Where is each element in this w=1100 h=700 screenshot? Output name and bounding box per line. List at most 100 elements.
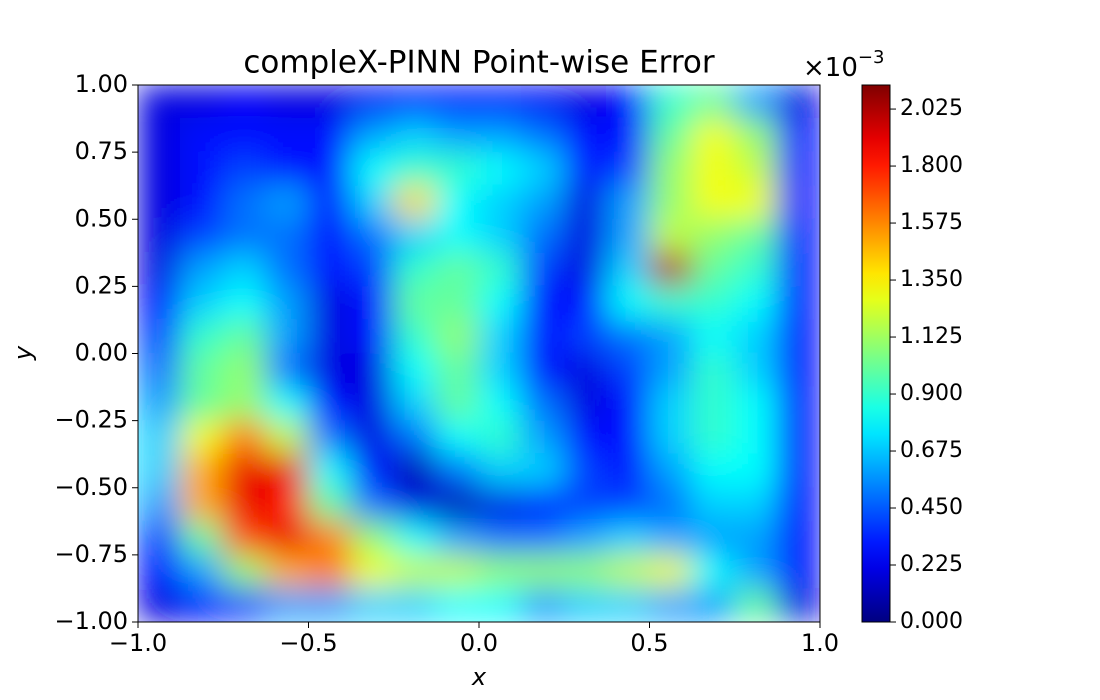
heat-cell — [308, 252, 352, 287]
heat-cell — [478, 118, 523, 153]
heat-cell — [138, 185, 182, 220]
heat-cell — [649, 285, 693, 321]
heat-cell — [563, 587, 608, 622]
heat-cell — [734, 386, 778, 422]
heat-cell — [563, 85, 608, 120]
heat-cell — [563, 285, 608, 321]
heat-cell — [691, 151, 736, 187]
heat-cell — [435, 319, 480, 354]
heat-cell — [521, 587, 565, 622]
heat-cell — [265, 353, 309, 388]
heat-cell — [563, 487, 608, 522]
heat-cell — [393, 587, 437, 622]
x-axis-label: x — [471, 663, 487, 691]
heat-cell — [222, 487, 267, 522]
colorbar-offset: ×10−3 — [803, 47, 884, 83]
heat-cell — [606, 185, 650, 220]
heat-cell — [308, 353, 352, 388]
heat-cell — [180, 118, 224, 153]
heat-cell — [478, 554, 523, 589]
heat-cell — [734, 319, 778, 354]
heat-cell — [222, 420, 267, 455]
heat-cell — [350, 319, 395, 354]
y-tick-label: −0.50 — [54, 473, 128, 501]
heat-cell — [180, 85, 224, 120]
heat-cell — [478, 453, 523, 489]
heat-cell — [776, 151, 820, 187]
heat-cell — [606, 487, 650, 522]
heat-cell — [350, 151, 395, 187]
heat-cell — [308, 185, 352, 220]
heat-cell — [606, 453, 650, 489]
heat-cell — [350, 386, 395, 422]
heat-cell — [734, 520, 778, 556]
heat-cell — [180, 420, 224, 455]
heat-cell — [350, 85, 395, 120]
heat-cell — [734, 420, 778, 455]
heat-cell — [734, 118, 778, 153]
heat-cell — [222, 587, 267, 622]
colorbar-tick-label: 1.575 — [900, 210, 963, 235]
heat-cell — [776, 487, 820, 522]
heat-cell — [649, 386, 693, 422]
heat-cell — [435, 218, 480, 254]
heat-cell — [435, 285, 480, 321]
y-tick-label: −0.25 — [54, 406, 128, 434]
heat-cell — [308, 520, 352, 556]
heat-cell — [222, 319, 267, 354]
heat-cell — [222, 353, 267, 388]
heat-cell — [393, 118, 437, 153]
heat-cell — [180, 151, 224, 187]
heat-cell — [478, 487, 523, 522]
heat-cell — [734, 151, 778, 187]
heat-cell — [222, 386, 267, 422]
heat-cell — [350, 487, 395, 522]
heat-cell — [180, 554, 224, 589]
x-tick-label: −0.5 — [279, 629, 337, 657]
heat-cell — [265, 85, 309, 120]
heat-cell — [393, 520, 437, 556]
heat-cell — [734, 185, 778, 220]
heat-cell — [776, 252, 820, 287]
heat-cell — [691, 353, 736, 388]
heat-cell — [606, 587, 650, 622]
heat-cell — [734, 252, 778, 287]
offset-exponent: −3 — [858, 47, 885, 68]
heat-cell — [649, 218, 693, 254]
heat-cell — [308, 85, 352, 120]
heat-cell — [478, 252, 523, 287]
heat-cell — [138, 420, 182, 455]
heat-cell — [734, 487, 778, 522]
heat-cell — [350, 520, 395, 556]
heat-cell — [563, 151, 608, 187]
heat-cell — [649, 185, 693, 220]
heat-cell — [265, 285, 309, 321]
heat-cell — [776, 185, 820, 220]
heat-cell — [691, 218, 736, 254]
heat-cell — [649, 353, 693, 388]
heat-cell — [649, 587, 693, 622]
y-tick-label: 1.00 — [75, 70, 128, 98]
heat-cell — [393, 185, 437, 220]
heat-cell — [180, 319, 224, 354]
heat-cell — [180, 218, 224, 254]
heat-cell — [138, 520, 182, 556]
colorbar — [861, 84, 891, 623]
heat-cell — [265, 185, 309, 220]
heat-cell — [138, 218, 182, 254]
heat-cell — [350, 118, 395, 153]
heat-cell — [435, 151, 480, 187]
heat-cell — [563, 118, 608, 153]
heat-cell — [308, 151, 352, 187]
heat-cell — [435, 353, 480, 388]
heat-cell — [521, 386, 565, 422]
heat-cell — [265, 151, 309, 187]
heat-cell — [308, 118, 352, 153]
heat-cell — [776, 319, 820, 354]
heat-cell — [180, 185, 224, 220]
heat-cell — [180, 487, 224, 522]
heat-cell — [308, 386, 352, 422]
heat-cell — [222, 285, 267, 321]
heat-cell — [138, 252, 182, 287]
